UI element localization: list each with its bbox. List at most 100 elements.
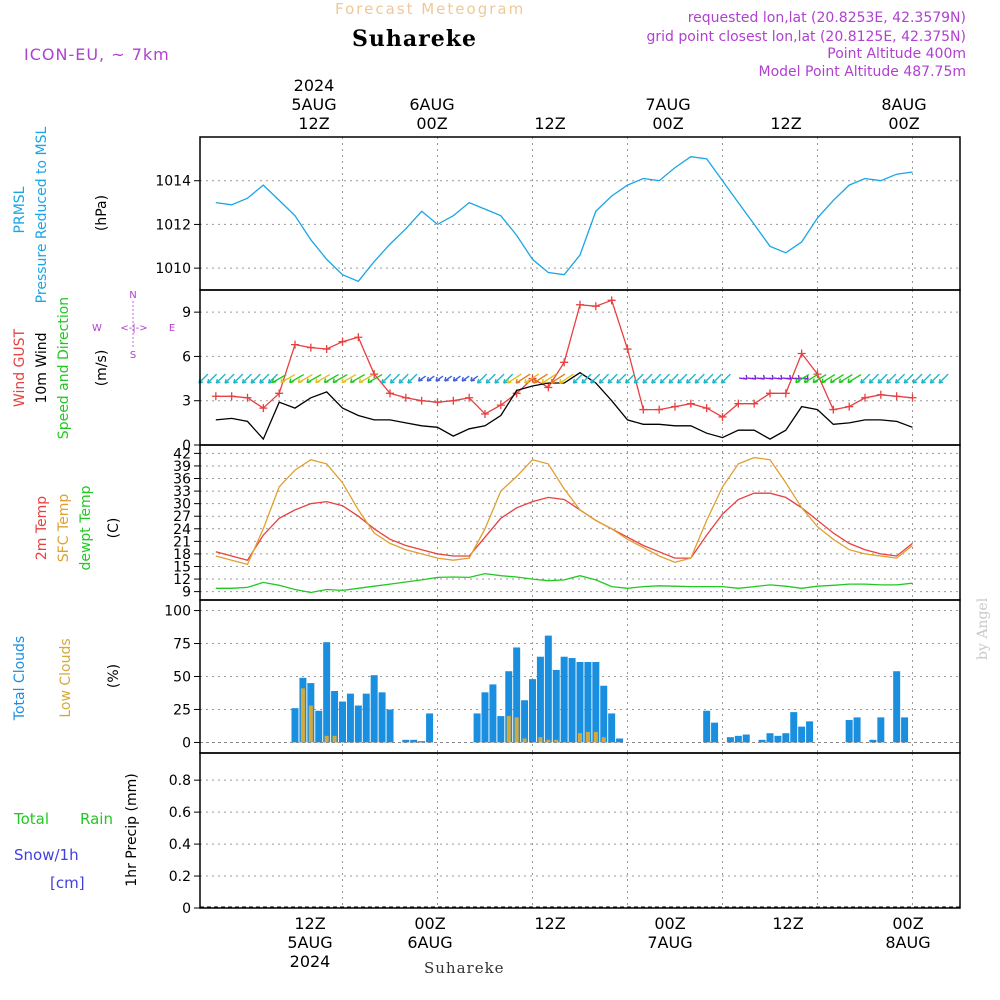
wind-arrow xyxy=(367,373,383,384)
bottom-axis-label: 00Z 7AUG xyxy=(647,914,693,952)
wind-arrow-head xyxy=(524,378,530,384)
compass-w: W xyxy=(92,323,102,334)
total-clouds-label: Total Clouds xyxy=(12,636,28,721)
series-line xyxy=(215,156,913,283)
wind-arrow xyxy=(259,373,270,384)
wind-arrow xyxy=(633,373,644,384)
gust-marker xyxy=(750,399,759,408)
series-line xyxy=(215,456,913,566)
wind-arrow xyxy=(886,373,897,384)
wind-arrow-head xyxy=(541,378,547,384)
gust-marker xyxy=(354,333,363,342)
wind-unit-label: (m/s) xyxy=(94,350,110,387)
temp-sfc-label: SFC Temp xyxy=(56,494,72,563)
total-cloud-bar xyxy=(774,735,782,743)
top-axis-label: 6AUG 00Z xyxy=(409,95,455,133)
gust-marker xyxy=(655,405,664,414)
gust-marker xyxy=(291,340,299,349)
wind-arrow-head xyxy=(821,378,827,384)
y-tick-label: 0 xyxy=(182,901,191,917)
total-cloud-bar xyxy=(600,685,608,743)
y-tick-label: 24 xyxy=(173,522,191,538)
total-cloud-bar xyxy=(703,710,711,743)
y-tick-label: 50 xyxy=(173,670,191,686)
wind-arrow xyxy=(795,373,810,384)
total-cloud-bar xyxy=(544,635,552,743)
wind-arrow-head xyxy=(224,378,230,384)
total-cloud-bar xyxy=(790,712,798,743)
wind-arrow-head xyxy=(720,378,726,384)
wind-arrow xyxy=(306,373,322,384)
wind-arrow xyxy=(616,373,627,384)
low-cloud-bar xyxy=(522,738,527,743)
gust-marker xyxy=(211,392,220,401)
gust-marker xyxy=(449,396,458,405)
wind-arrow-head xyxy=(289,378,294,384)
bottom-axis-label: 12Z 5AUG 2024 xyxy=(287,914,333,971)
wind-arrow-head xyxy=(515,378,521,384)
y-tick-label: 0.8 xyxy=(169,773,191,789)
total-cloud-bar xyxy=(877,717,885,743)
wind-arrow xyxy=(912,373,923,384)
precip-panel xyxy=(199,752,961,909)
y-tick-label: 33 xyxy=(173,484,191,500)
gust-marker xyxy=(607,296,616,305)
wind-arrow-head xyxy=(685,378,691,384)
wind-arrow-head xyxy=(598,378,604,384)
chart-title: Forecast Meteogram xyxy=(335,0,526,18)
y-tick-label: 36 xyxy=(173,472,191,488)
total-cloud-bar xyxy=(608,713,616,743)
wind-arrow xyxy=(315,373,331,384)
wind-10m-label: 10m Wind xyxy=(34,332,50,403)
y-tick-label: 0.6 xyxy=(169,805,191,821)
wind-arrow xyxy=(507,373,522,384)
wind-arrow-head xyxy=(241,378,247,384)
total-cloud-bar xyxy=(521,700,529,743)
wind-arrow-head xyxy=(581,378,587,384)
wind-arrow xyxy=(659,373,670,384)
wind-arrow xyxy=(280,373,296,384)
prmsl-unit-label: (hPa) xyxy=(94,195,110,231)
bottom-axis-label: 00Z 6AUG xyxy=(407,914,453,952)
total-cloud-bar xyxy=(734,735,742,743)
wind-arrow-head xyxy=(760,374,766,380)
y-tick-label: 9 xyxy=(182,305,191,321)
total-cloud-bar xyxy=(402,739,410,743)
total-cloud-bar xyxy=(315,710,323,743)
gust-marker xyxy=(465,393,474,402)
y-tick-label: 75 xyxy=(173,637,191,653)
wind-arrow-head xyxy=(912,378,918,384)
wind-arrow-head xyxy=(633,378,639,384)
gust-marker xyxy=(813,370,822,379)
wind-arrow-head xyxy=(452,376,458,382)
gust-marker xyxy=(671,402,679,411)
wind-arrow xyxy=(903,373,914,384)
low-cloud-bar xyxy=(332,735,337,743)
gust-marker xyxy=(639,405,648,414)
gust-marker xyxy=(892,392,901,401)
gust-marker xyxy=(322,345,331,354)
gust-marker xyxy=(306,343,315,352)
wind-arrow-head xyxy=(250,378,256,384)
wind-arrow-head xyxy=(894,378,900,384)
wind-arrow xyxy=(804,373,818,384)
wind-arrow-head xyxy=(712,378,717,384)
total-cloud-bar xyxy=(576,661,584,743)
wind-arrow xyxy=(677,373,688,384)
wind-arrow xyxy=(838,373,853,384)
wind-arrow-head xyxy=(938,378,944,384)
wind-arrow xyxy=(651,373,662,384)
wind-arrow-head xyxy=(742,374,748,380)
top-axis-label: 2024 5AUG 12Z xyxy=(291,76,337,133)
wind-arrow xyxy=(390,373,400,384)
wind-arrow xyxy=(250,373,261,384)
total-cloud-bar xyxy=(845,720,853,743)
series-line xyxy=(215,572,913,594)
wind-speed-dir-label: Speed and Direction xyxy=(56,297,72,439)
wind-arrow xyxy=(550,373,566,384)
wind-arrow-head xyxy=(485,378,491,384)
low-cloud-bar xyxy=(308,705,313,743)
wind-arrow-head xyxy=(389,378,395,384)
wind-arrow-head xyxy=(616,378,622,384)
